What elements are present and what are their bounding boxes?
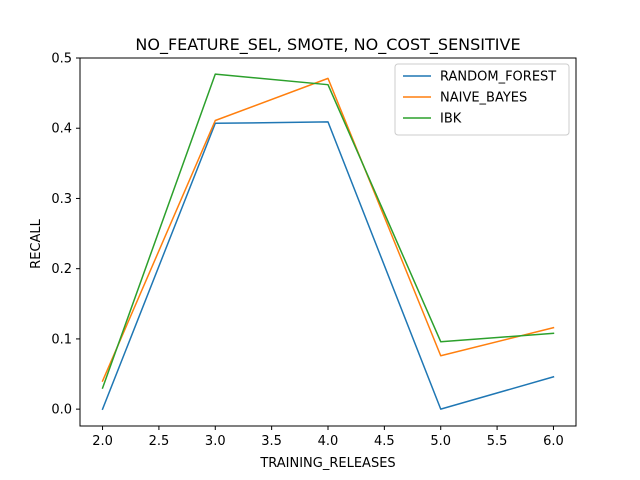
legend-label: IBK <box>440 112 462 127</box>
legend-label: NAIVE_BAYES <box>440 91 527 106</box>
series-line-ibk <box>101 73 555 390</box>
x-tick-label: 2.0 <box>92 434 113 449</box>
x-tick-label: 4.0 <box>318 434 339 449</box>
y-tick-label: 0.1 <box>51 332 72 347</box>
x-tick-label: 5.5 <box>487 434 508 449</box>
y-tick-label: 0.0 <box>51 403 72 418</box>
y-tick-label: 0.4 <box>51 122 72 137</box>
y-tick-label: 0.2 <box>51 262 72 277</box>
y-tick-label: 0.5 <box>51 52 72 67</box>
x-tick-label: 5.0 <box>430 434 451 449</box>
series-line-random-forest <box>101 121 555 411</box>
legend-label: RANDOM_FOREST <box>440 70 556 85</box>
legend: RANDOM_FOREST NAIVE_BAYES IBK <box>394 63 570 136</box>
x-tick-label: 3.0 <box>205 434 226 449</box>
legend-box <box>394 63 570 136</box>
x-axis-label: TRAINING_RELEASES <box>259 456 395 471</box>
x-tick-label: 6.0 <box>543 434 564 449</box>
plot-area: 2.0 2.5 3.0 3.5 4.0 4.5 5.0 5.5 6.0 0.0 0.1 0.2 0.3 0… <box>51 52 577 449</box>
x-tick-label: 2.5 <box>149 434 170 449</box>
x-tick-label: 3.5 <box>261 434 282 449</box>
y-axis-label: RECALL <box>29 218 44 268</box>
chart-title: NO_FEATURE_SEL, SMOTE, NO_COST_SENSITIVE <box>135 35 520 55</box>
x-tick-label: 4.5 <box>374 434 395 449</box>
y-tick-label: 0.3 <box>51 192 72 207</box>
series-line-naive-bayes <box>101 77 555 383</box>
